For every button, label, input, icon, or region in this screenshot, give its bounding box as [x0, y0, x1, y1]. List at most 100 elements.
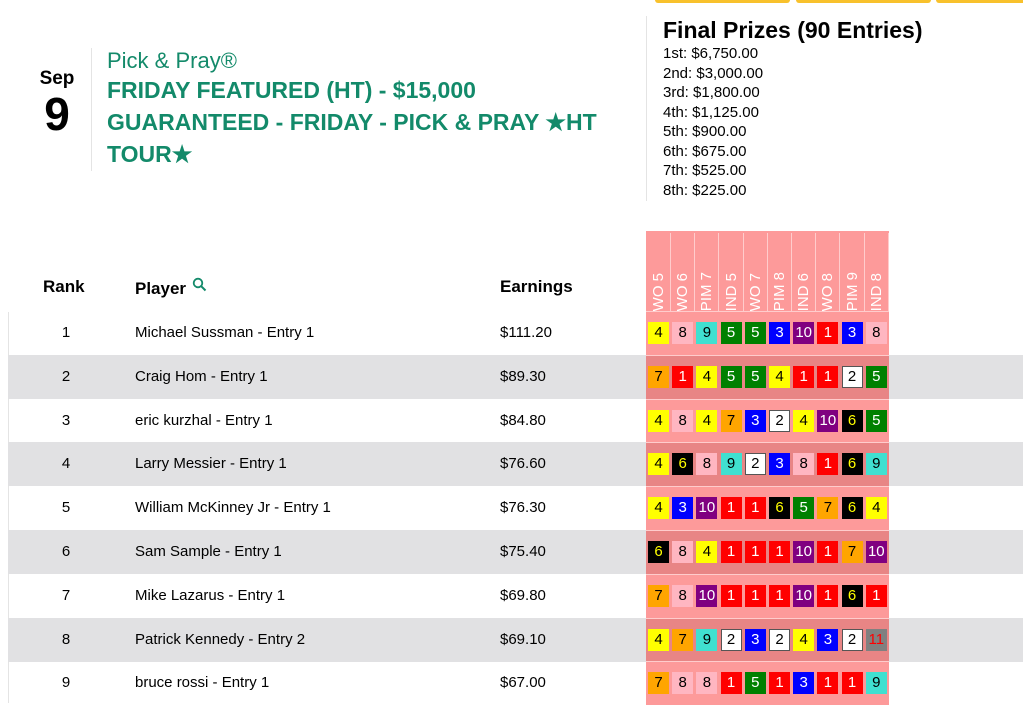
pick-cell: 8 — [672, 584, 694, 607]
pick-cell: 4 — [696, 409, 718, 432]
pick-cell: 5 — [793, 497, 815, 520]
player-name[interactable]: Sam Sample - Entry 1 — [135, 543, 282, 560]
pick-cell: 7 — [672, 628, 694, 651]
pick-cell: 4 — [648, 322, 669, 344]
pick-cell: 3 — [793, 672, 815, 695]
pick-cell: 5 — [865, 409, 887, 432]
top-button-1[interactable] — [655, 0, 790, 3]
pick-cell: 8 — [672, 409, 694, 432]
pick-cell: 5 — [744, 672, 766, 695]
rank: 7 — [61, 586, 71, 604]
pick-cell: 1 — [817, 584, 839, 607]
table-border — [8, 312, 9, 703]
pick-cell: 6 — [769, 497, 790, 520]
pick-cell: 6 — [648, 541, 669, 563]
earnings: $69.80 — [500, 586, 546, 604]
pick-cell: 3 — [817, 628, 839, 651]
pick-cell: 11 — [865, 628, 887, 651]
divider — [91, 48, 92, 171]
table-row[interactable]: 1 Michael Sussman - Entry 1 $111.20 4 8 9 5 5… — [8, 311, 1023, 355]
event-title-block: Pick & Pray® FRIDAY FEATURED (HT) - $15,… — [107, 48, 637, 170]
pick-cell: 4 — [696, 541, 718, 563]
pick-cell: 1 — [817, 672, 839, 695]
prizes-heading: Final Prizes (90 Entries) — [663, 17, 923, 43]
pick-cell: 10 — [865, 541, 887, 563]
pick-cell: 4 — [769, 365, 790, 388]
pick-cell: 5 — [744, 365, 766, 388]
earnings: $76.60 — [500, 455, 546, 473]
race-label: WO 5 — [650, 272, 667, 311]
pick-cell: 1 — [744, 584, 766, 607]
prize-item: 4th: $1,125.00 — [663, 103, 759, 121]
race-header: IND 5 — [720, 233, 744, 311]
prize-item: 1st: $6,750.00 — [663, 45, 759, 62]
pick-cell: 7 — [841, 541, 863, 563]
pick-cell: 6 — [841, 584, 863, 607]
pick-cell: 6 — [841, 497, 863, 520]
pick-cell: 7 — [648, 365, 669, 388]
event-subtitle: Pick & Pray® — [107, 48, 237, 73]
player-name[interactable]: Patrick Kennedy - Entry 2 — [135, 630, 306, 648]
top-button-2[interactable] — [796, 0, 931, 3]
race-label: IND 8 — [867, 272, 885, 311]
player-name[interactable]: Mike Lazarus - Entry 1 — [135, 586, 286, 604]
table-row[interactable]: 8 Patrick Kennedy - Entry 2 $69.10 4 7 9 2 3 2… — [8, 617, 1023, 662]
pick-cell: 9 — [865, 672, 887, 695]
table-row[interactable]: 3 eric kurzhal - Entry 1 $84.80 4 8 4 7 3 2 4 10… — [8, 398, 1023, 443]
player-name[interactable]: Craig Hom - Entry 1 — [135, 367, 268, 385]
race-header: WO 6 — [671, 233, 696, 311]
pick-cell: 5 — [720, 365, 742, 388]
race-label: PIM 9 — [843, 271, 861, 311]
pick-cell: 6 — [672, 453, 694, 476]
pick-cell: 1 — [769, 541, 790, 563]
pick-cell: 8 — [672, 322, 694, 344]
pick-cell: 1 — [817, 365, 839, 388]
pick-cell: 5 — [720, 322, 742, 344]
pick-cell: 3 — [744, 409, 766, 432]
race-header: WO 5 — [647, 233, 671, 311]
earnings: $111.20 — [500, 324, 552, 341]
rank: 5 — [61, 499, 71, 517]
table-row[interactable]: 6 Sam Sample - Entry 1 $75.40 6 8 4 1 1 1 10 1 7 1… — [8, 530, 1023, 574]
pick-cell: 2 — [769, 409, 790, 432]
player-name[interactable]: bruce rossi - Entry 1 — [135, 674, 270, 692]
pick-cell: 1 — [720, 672, 742, 695]
pick-cell: 6 — [841, 453, 863, 476]
pick-cell: 1 — [841, 672, 863, 695]
prize-item: 2nd: $3,000.00 — [663, 64, 764, 82]
earnings: $69.10 — [500, 630, 546, 648]
pick-cell: 1 — [720, 584, 742, 607]
pick-cell: 10 — [696, 497, 718, 520]
pick-cell: 1 — [720, 497, 742, 520]
table-row[interactable]: 9 bruce rossi - Entry 1 $67.00 7 8 8 1 5 1 3 1 1 9 — [8, 661, 1023, 705]
pick-cell: 9 — [720, 453, 742, 476]
pick-cell: 1 — [817, 453, 839, 476]
pick-cell: 8 — [672, 672, 694, 695]
race-label: PIM 7 — [698, 271, 716, 311]
table-row[interactable]: 5 William McKinney Jr - Entry 1 $76.30 4 3… — [8, 486, 1023, 531]
rank: 8 — [61, 630, 71, 648]
player-name[interactable]: Michael Sussman - Entry 1 — [135, 324, 315, 341]
rank: 3 — [61, 411, 71, 429]
table-row[interactable]: 7 Mike Lazarus - Entry 1 $69.80 7 8 10 1 1 1 10… — [8, 573, 1023, 618]
race-header: PIM 8 — [768, 233, 792, 311]
player-name[interactable]: William McKinney Jr - Entry 1 — [135, 499, 331, 517]
pick-cell: 4 — [696, 365, 718, 388]
search-icon[interactable] — [192, 277, 207, 297]
race-header: IND 8 — [865, 233, 889, 311]
player-header-label: Player — [135, 279, 187, 298]
table-row[interactable]: 2 Craig Hom - Entry 1 $89.30 7 1 4 5 5 4 1 1 2 5 — [8, 354, 1023, 399]
player-name[interactable]: Larry Messier - Entry 1 — [135, 455, 287, 473]
pick-cell: 1 — [744, 497, 766, 520]
rank: 9 — [61, 674, 71, 692]
pick-cell: 10 — [793, 322, 815, 344]
pick-cell: 10 — [793, 584, 815, 607]
pick-cell: 1 — [720, 541, 742, 563]
player-name[interactable]: eric kurzhal - Entry 1 — [135, 411, 273, 429]
table-row[interactable]: 4 Larry Messier - Entry 1 $76.60 4 6 8 9 2 3 8 1… — [8, 442, 1023, 487]
top-button-3[interactable] — [936, 0, 1023, 3]
prize-item: 5th: $900.00 — [663, 123, 747, 140]
pick-cell: 1 — [865, 584, 887, 607]
player-header: Player — [135, 277, 207, 299]
pick-cell: 1 — [793, 365, 815, 388]
